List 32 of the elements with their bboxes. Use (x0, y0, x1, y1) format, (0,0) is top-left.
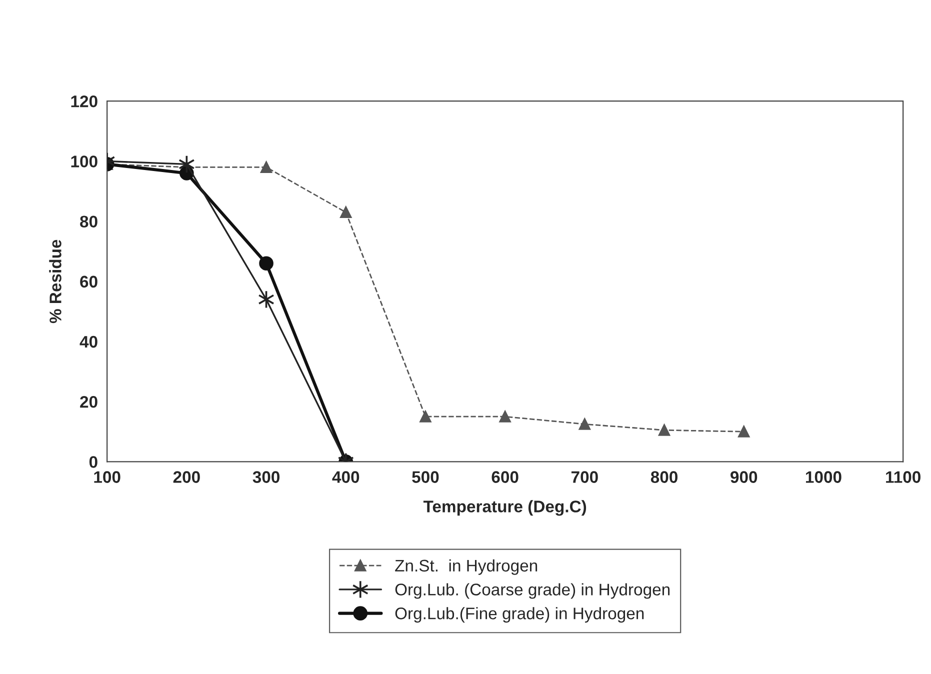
x-tick-label: 1000 (806, 471, 842, 483)
point (178, 154, 195, 174)
y-tick-label: 20 (80, 396, 98, 408)
x-tick-label: 500 (412, 471, 439, 483)
point (578, 418, 590, 430)
y-axis-title: % Residue (49, 240, 62, 324)
x-tick-label: 200 (173, 471, 200, 483)
y-tick-label: 120 (71, 96, 98, 108)
point (658, 424, 670, 436)
y-tick-label: 80 (80, 216, 98, 228)
x-tick-label: 300 (252, 471, 280, 483)
x-tick-label: 800 (650, 471, 678, 483)
x-tick-label: 1100 (886, 471, 920, 483)
y-tick-label: 0 (89, 456, 98, 468)
point (738, 426, 750, 438)
point (259, 256, 274, 271)
y-tick-label: 60 (80, 276, 98, 288)
y-tick-label: 40 (80, 336, 98, 348)
legend-label: Org.Lub. (Coarse grade) in Hydrogen (395, 583, 670, 599)
y-tick-label: 100 (71, 156, 98, 168)
x-tick-label: 900 (730, 471, 758, 483)
x-tick-label: 400 (332, 471, 360, 483)
point (260, 161, 272, 173)
x-tick-label: 600 (492, 471, 518, 483)
point (499, 410, 511, 422)
legend-label: Zn.St. in Hydrogen (395, 559, 538, 575)
legend-label: Org.Lub.(Fine grade) in Hydrogen (395, 607, 644, 623)
x-tick-label: 100 (94, 471, 120, 483)
x-axis-title: Temperature (Deg.C) (423, 500, 586, 516)
point (340, 206, 352, 218)
x-tick-label: 700 (571, 471, 598, 483)
point (420, 410, 432, 422)
